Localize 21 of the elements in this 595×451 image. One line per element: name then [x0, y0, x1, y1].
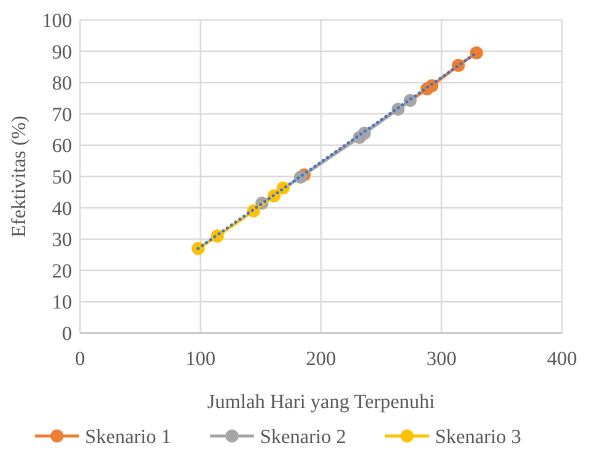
y-tick-label: 70: [52, 104, 72, 126]
x-axis-title: Jumlah Hari yang Terpenuhi: [207, 391, 436, 413]
legend-label: Skenario 1: [85, 426, 172, 448]
y-axis-title: Efektivitas (%): [8, 116, 30, 238]
x-tick-label: 100: [186, 348, 216, 370]
legend-label: Skenario 3: [435, 426, 522, 448]
y-tick-label: 100: [42, 10, 72, 32]
y-tick-label: 60: [52, 135, 72, 158]
x-tick-label: 300: [426, 348, 456, 370]
y-tick-label: 40: [52, 198, 72, 220]
x-tick-label: 200: [306, 348, 336, 370]
y-tick-label: 90: [52, 41, 72, 64]
y-tick-label: 80: [52, 72, 72, 95]
y-tick-label: 0: [62, 323, 72, 345]
y-tick-label: 20: [52, 260, 72, 282]
y-tick-label: 50: [52, 166, 72, 188]
x-tick-label: 400: [547, 348, 577, 370]
y-tick-label: 30: [52, 229, 72, 252]
y-tick-label: 10: [52, 292, 72, 314]
point: [470, 46, 483, 60]
legend-label: Skenario 2: [260, 426, 346, 448]
